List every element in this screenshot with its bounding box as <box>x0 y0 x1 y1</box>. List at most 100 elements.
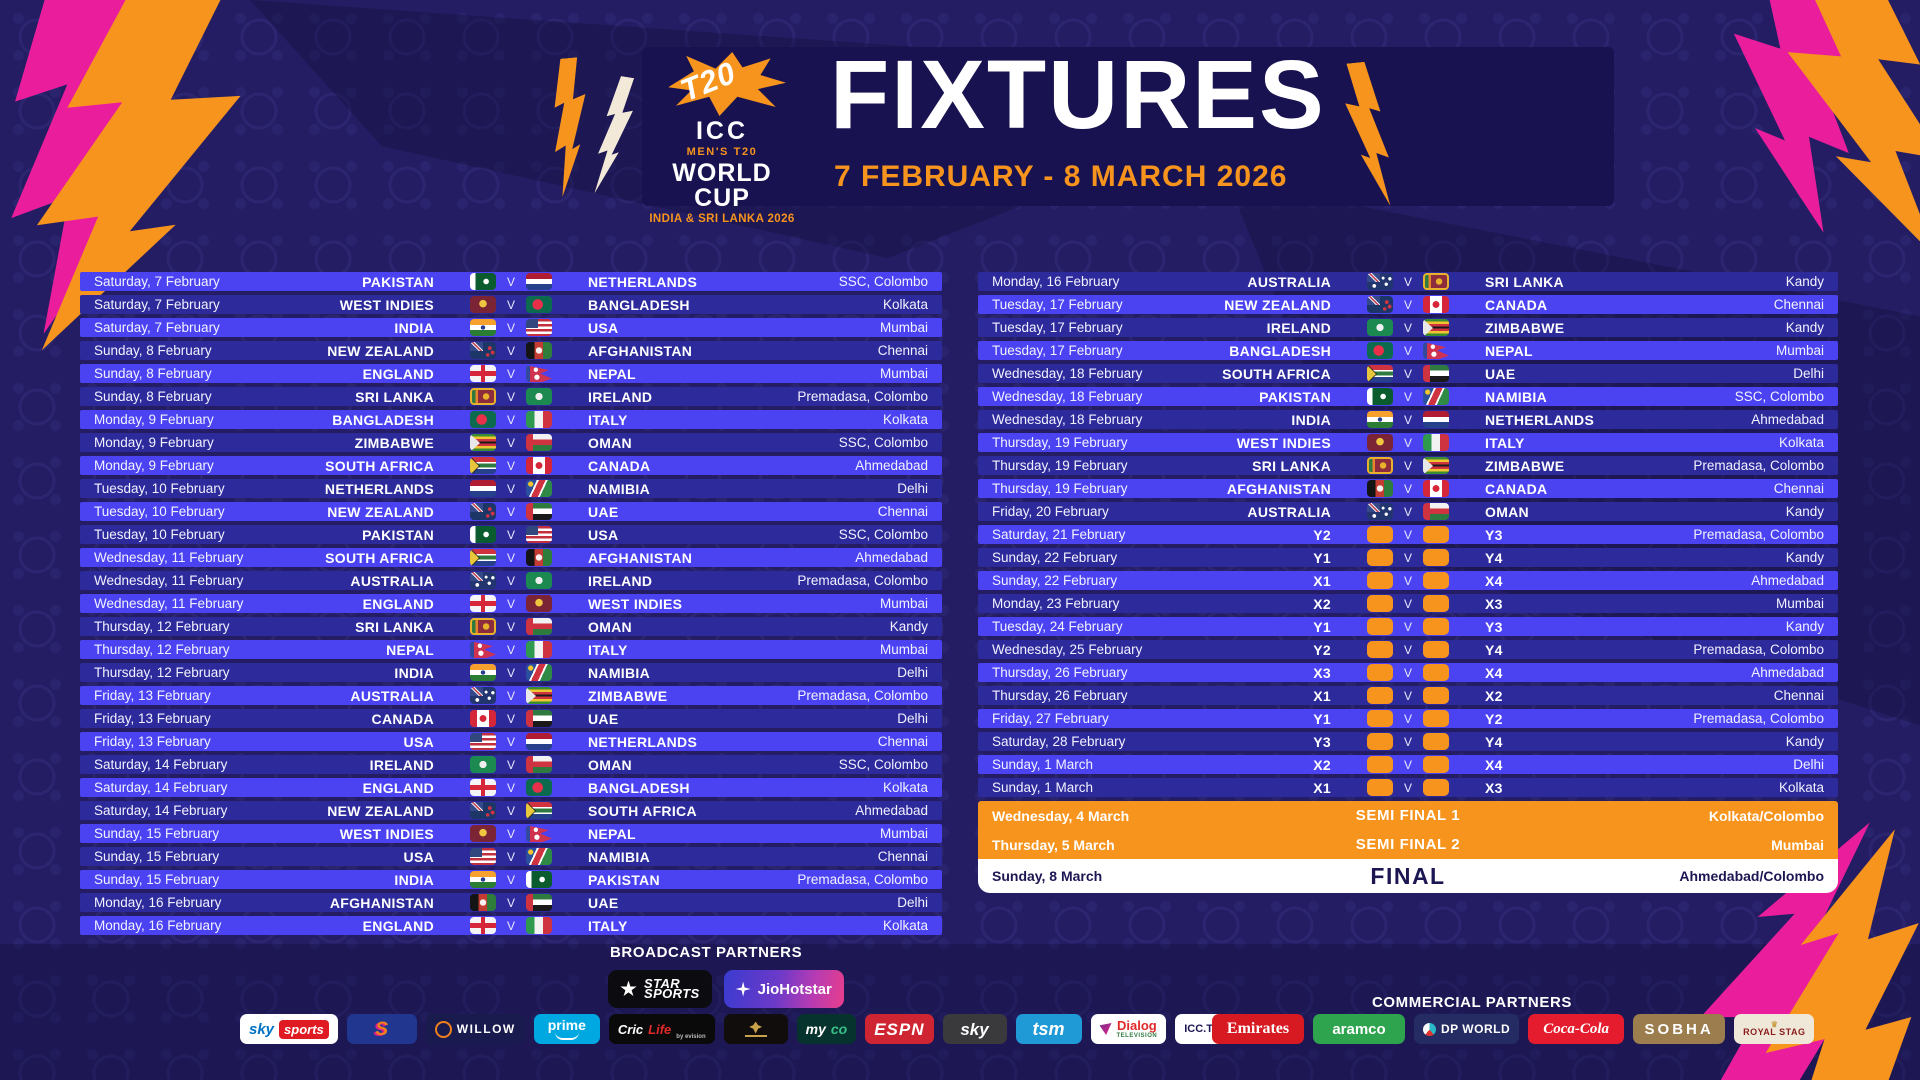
team-home: NETHERLANDS <box>324 480 434 497</box>
dialog-sublabel: TELEVISION <box>1116 1033 1158 1039</box>
team-away: UAE <box>588 503 619 520</box>
vs-label: V <box>1403 550 1412 565</box>
team-home: IRELAND <box>1266 319 1331 336</box>
fixture-date: Sunday, 1 March <box>992 757 1094 772</box>
fixture-venue: Delhi <box>897 665 928 680</box>
flag-uae-icon <box>526 503 552 520</box>
team-away: ZIMBABWE <box>1485 319 1565 336</box>
t20-world-cup-logo: T20 ICC MEN'S T20 WORLD CUP INDIA & SRI … <box>646 52 798 226</box>
flag-australia-icon <box>1367 273 1393 290</box>
flag-placeholder-icon <box>1367 779 1393 796</box>
fixture-venue: SSC, Colombo <box>838 274 928 289</box>
partner-label: WILLOW <box>456 1022 516 1036</box>
team-home: INDIA <box>394 664 434 681</box>
fixture-row: Thursday, 19 February SRI LANKA V ZIMBABWE P… <box>978 456 1838 475</box>
fixture-row: Wednesday, 18 February PAKISTAN V NAMIBIA SS… <box>978 387 1838 406</box>
fixture-row: Wednesday, 18 February SOUTH AFRICA V UAE De… <box>978 364 1838 383</box>
fixture-date: Tuesday, 17 February <box>992 320 1123 335</box>
flag-placeholder-icon <box>1367 687 1393 704</box>
partner-label: sky <box>960 1019 989 1039</box>
fixture-date: Sunday, 1 March <box>992 780 1094 795</box>
semi-finals-block: Wednesday, 4 March SEMI FINAL 1 Kolkata/Co… <box>978 801 1838 859</box>
fixture-row: Monday, 16 February AUSTRALIA V SRI LANKA Ka… <box>978 272 1838 291</box>
fixture-row: Monday, 9 February SOUTH AFRICA V CANADA Ahm… <box>80 456 942 475</box>
vs-label: V <box>1403 504 1412 519</box>
partner-label: DP WORLD <box>1441 1022 1511 1036</box>
dp-world-swirl-icon <box>1423 1022 1436 1036</box>
vs-label: V <box>506 688 515 703</box>
fixture-row: Tuesday, 10 February PAKISTAN V USA SSC, Col… <box>80 525 942 544</box>
broadcaster-logo-strip: sky sports S WILLOW prime Cric Life by evision m… <box>240 1014 1244 1044</box>
fixture-venue: Ahmedabad <box>1751 412 1824 427</box>
team-home: ENGLAND <box>362 779 434 796</box>
team-away: NETHERLANDS <box>1485 411 1595 428</box>
background-facet <box>0 944 1920 1080</box>
flag-namibia-icon <box>526 664 552 681</box>
logo-aramco: aramco <box>1313 1014 1405 1044</box>
fixture-row: Sunday, 22 February X1 V X4 Ahmedabad <box>978 571 1838 590</box>
team-home: WEST INDIES <box>1236 434 1331 451</box>
fixture-date: Thursday, 19 February <box>992 481 1128 496</box>
logo-willow: WILLOW <box>425 1014 525 1044</box>
team-away: ITALY <box>1485 434 1525 451</box>
team-away: Y4 <box>1485 549 1503 566</box>
team-home: AUSTRALIA <box>1247 273 1331 290</box>
fixture-row: Friday, 27 February Y1 V Y2 Premadasa, Colom… <box>978 709 1838 728</box>
partner-label: S <box>375 1018 389 1040</box>
fixture-venue: Premadasa, Colombo <box>797 573 928 588</box>
fixture-row: Tuesday, 17 February IRELAND V ZIMBABWE Kand… <box>978 318 1838 337</box>
prime-smile-icon <box>554 1032 579 1040</box>
team-home: Y3 <box>1313 733 1331 750</box>
team-away: ITALY <box>588 917 628 934</box>
flag-sri-lanka-icon <box>470 618 496 635</box>
flag-south-africa-icon <box>1367 365 1393 382</box>
vs-label: V <box>1403 435 1412 450</box>
partner-label: Cric <box>617 1021 644 1037</box>
vs-label: V <box>1403 297 1412 312</box>
dialog-text: Dialog TELEVISION <box>1117 1019 1158 1039</box>
flag-india-icon <box>470 664 496 681</box>
team-home: X3 <box>1313 664 1331 681</box>
flag-zimbabwe-icon <box>526 687 552 704</box>
team-home: WEST INDIES <box>339 296 434 313</box>
partner-label: ICC.TV <box>1184 1022 1221 1035</box>
flag-usa-icon <box>526 319 552 336</box>
flag-south-africa-icon <box>470 549 496 566</box>
dialog-label: Dialog <box>1116 1018 1157 1033</box>
fixture-date: Sunday, 8 February <box>94 343 212 358</box>
team-home: Y2 <box>1313 526 1331 543</box>
fixture-date: Tuesday, 10 February <box>94 527 225 542</box>
flag-placeholder-icon <box>1367 641 1393 658</box>
prime-label: prime <box>547 1017 586 1033</box>
logo-jio: JioHotstar <box>723 970 844 1008</box>
team-home: IRELAND <box>369 756 434 773</box>
commercial-partners-heading: COMMERCIAL PARTNERS <box>1371 994 1572 1011</box>
team-away: CANADA <box>588 457 651 474</box>
team-away: NEPAL <box>588 365 636 382</box>
fixture-row: Thursday, 26 February X1 V X2 Chennai <box>978 686 1838 705</box>
fixture-venue: Chennai <box>877 734 928 749</box>
fixture-venue: Kolkata <box>1778 780 1824 795</box>
flag-usa-icon <box>526 526 552 543</box>
team-away: Y3 <box>1485 618 1503 635</box>
vs-label: V <box>1403 343 1412 358</box>
flag-namibia-icon <box>526 848 552 865</box>
fixture-date: Sunday, 15 February <box>94 872 220 887</box>
team-away: OMAN <box>588 434 632 451</box>
fixture-date: Wednesday, 11 February <box>94 550 244 565</box>
fixture-date: Thursday, 12 February <box>94 665 230 680</box>
team-home: NEW ZEALAND <box>1224 296 1331 313</box>
final-row: Sunday, 8 March FINAL Ahmedabad/Colombo <box>978 859 1838 893</box>
fixture-venue: Kolkata <box>882 412 928 427</box>
team-away: PAKISTAN <box>588 871 660 888</box>
logo-criclife: Cric Life by evision <box>608 1014 715 1044</box>
flag-england-icon <box>470 917 496 934</box>
fixture-date: Sunday, 8 March <box>992 868 1103 884</box>
flag-canada-icon <box>1423 296 1449 313</box>
flag-west-indies-icon <box>526 595 552 612</box>
team-away: AFGHANISTAN <box>588 549 693 566</box>
fixture-venue: Delhi <box>897 481 928 496</box>
fixture-row: Sunday, 22 February Y1 V Y4 Kandy <box>978 548 1838 567</box>
team-away: BANGLADESH <box>588 296 690 313</box>
fixture-date: Tuesday, 24 February <box>992 619 1123 634</box>
